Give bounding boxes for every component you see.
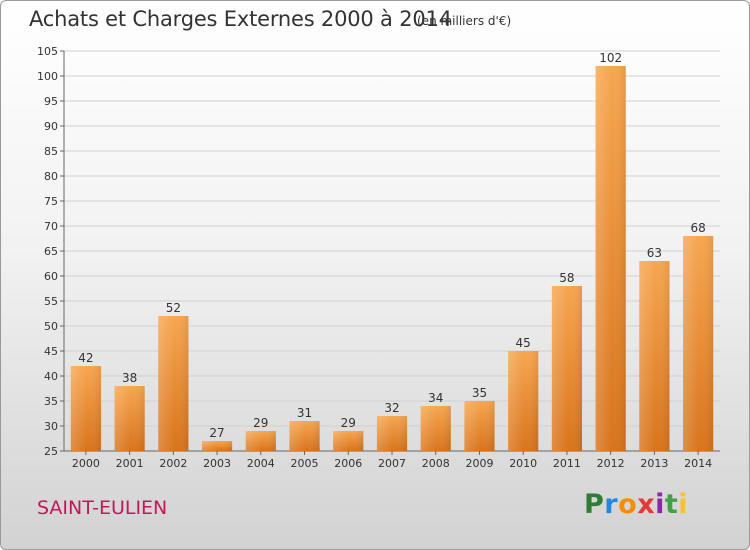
bar-value-label: 102 <box>599 51 622 65</box>
y-tick-label: 65 <box>44 245 58 258</box>
x-tick-label: 2007 <box>378 457 406 470</box>
bar-value-label: 27 <box>209 426 224 440</box>
x-tick-label: 2005 <box>291 457 319 470</box>
x-tick-label: 2009 <box>465 457 493 470</box>
y-tick-label: 45 <box>44 345 58 358</box>
bar-shade <box>201 441 233 451</box>
bars <box>70 66 714 451</box>
bar-value-label: 38 <box>122 371 137 385</box>
bar-value-label: 34 <box>428 391 443 405</box>
x-tick-label: 2011 <box>553 457 581 470</box>
bar-value-label: 29 <box>341 416 356 430</box>
y-tick-label: 25 <box>44 445 58 458</box>
bar-value-label: 68 <box>690 221 705 235</box>
bar-value-label: 45 <box>516 336 531 350</box>
bar-shade <box>508 351 539 451</box>
bar-shade <box>114 386 145 451</box>
x-tick-label: 2000 <box>72 457 100 470</box>
bar-shade <box>551 286 583 451</box>
x-tick-label: 2012 <box>597 457 625 470</box>
x-tick-label: 2006 <box>334 457 362 470</box>
bar-shade <box>289 421 320 451</box>
bar-shade <box>683 236 714 451</box>
bar-shade <box>70 366 101 451</box>
bar-shade <box>245 431 276 451</box>
chart-title: Achats et Charges Externes 2000 à 2014 <box>29 7 452 31</box>
y-tick-label: 50 <box>44 320 58 333</box>
x-tick-label: 2004 <box>247 457 275 470</box>
y-tick-label: 85 <box>44 145 58 158</box>
y-tick-label: 95 <box>44 95 58 108</box>
x-tick-label: 2002 <box>159 457 187 470</box>
x-tick-label: 2014 <box>684 457 712 470</box>
x-tick-label: 2013 <box>640 457 668 470</box>
bar-shade <box>639 261 670 451</box>
y-tick-label: 75 <box>44 195 58 208</box>
bar-value-label: 35 <box>472 386 487 400</box>
x-tick-label: 2001 <box>116 457 144 470</box>
bar-value-label: 29 <box>253 416 268 430</box>
chart-subtitle: (en milliers d'€) <box>417 14 512 28</box>
bar-shade <box>420 406 451 451</box>
y-tick-label: 55 <box>44 295 58 308</box>
bar-value-label: 58 <box>559 271 574 285</box>
y-tick-label: 30 <box>44 420 58 433</box>
x-axis: 2000 2001 2002 2003 2004 2005 2006 2007 2008 2009… <box>72 451 712 470</box>
bar-value-label: 52 <box>166 301 181 315</box>
bar-shade <box>158 316 189 451</box>
x-tick-label: 2010 <box>509 457 537 470</box>
bar-shade <box>464 401 495 451</box>
y-tick-label: 80 <box>44 170 58 183</box>
y-tick-label: 90 <box>44 120 58 133</box>
bar-shade <box>333 431 364 451</box>
bar-value-label: 32 <box>384 401 399 415</box>
bar-shade <box>595 66 626 451</box>
y-tick-label: 70 <box>44 220 58 233</box>
y-tick-label: 35 <box>44 395 58 408</box>
data-labels: 42 38 52 27 29 31 29 32 34 35 45 58 102 63 68 <box>78 51 706 440</box>
bar-value-label: 42 <box>78 351 93 365</box>
proxiti-logo: Proxiti <box>584 489 689 520</box>
bar-shade <box>376 416 408 451</box>
x-tick-label: 2008 <box>422 457 450 470</box>
town-name: SAINT-EULIEN <box>37 497 168 519</box>
y-tick-label: 60 <box>44 270 58 283</box>
x-tick-label: 2003 <box>203 457 231 470</box>
bar-value-label: 63 <box>647 246 662 260</box>
y-tick-label: 105 <box>37 45 58 58</box>
y-tick-label: 100 <box>37 70 58 83</box>
bar-value-label: 31 <box>297 406 312 420</box>
y-tick-label: 40 <box>44 370 58 383</box>
